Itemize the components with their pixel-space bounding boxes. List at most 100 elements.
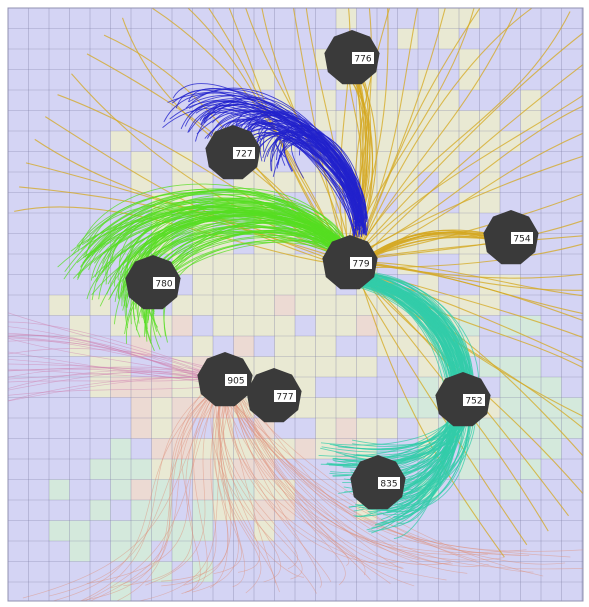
flow-line bbox=[223, 380, 350, 566]
tinted-cell bbox=[172, 397, 193, 418]
tinted-cell bbox=[254, 233, 275, 254]
tinted-cell bbox=[110, 438, 131, 459]
flow-line bbox=[262, 129, 362, 220]
tinted-cell bbox=[295, 356, 316, 377]
flow-line bbox=[228, 371, 332, 583]
tinted-cell bbox=[254, 315, 275, 336]
flow-line bbox=[345, 32, 583, 265]
flow-line bbox=[115, 381, 229, 601]
tinted-cell bbox=[397, 28, 418, 49]
tinted-cell bbox=[131, 336, 152, 357]
node-label: 727 bbox=[235, 150, 252, 160]
tinted-cell bbox=[172, 520, 193, 541]
tinted-cell bbox=[110, 541, 131, 562]
flow-line bbox=[110, 373, 219, 589]
tinted-cell bbox=[192, 274, 213, 295]
flow-line bbox=[215, 371, 527, 553]
tinted-cell bbox=[131, 479, 152, 500]
tinted-cell bbox=[274, 274, 295, 295]
node-label: 752 bbox=[465, 397, 482, 407]
tinted-cell bbox=[254, 254, 275, 275]
tinted-cell bbox=[233, 295, 254, 316]
tinted-cell bbox=[172, 541, 193, 562]
node-777[interactable]: 777 bbox=[246, 368, 302, 423]
tinted-cell bbox=[561, 397, 582, 418]
flow-line bbox=[224, 384, 505, 561]
tinted-cell bbox=[459, 233, 480, 254]
tinted-cell bbox=[377, 418, 398, 439]
tinted-cell bbox=[336, 418, 357, 439]
node-754[interactable]: 754 bbox=[483, 210, 539, 265]
node-780[interactable]: 780 bbox=[125, 255, 181, 310]
tinted-cell bbox=[315, 418, 336, 439]
tinted-cell bbox=[315, 315, 336, 336]
tinted-cell bbox=[418, 131, 439, 152]
tinted-cell bbox=[438, 151, 459, 172]
tinted-cell bbox=[213, 274, 234, 295]
node-label: 779 bbox=[352, 260, 369, 270]
flow-line bbox=[352, 94, 583, 261]
flow-line bbox=[215, 385, 276, 584]
tinted-cell bbox=[295, 397, 316, 418]
flow-line bbox=[233, 374, 489, 567]
flow-line bbox=[353, 8, 534, 264]
tinted-cell bbox=[479, 110, 500, 131]
node-905[interactable]: 905 bbox=[197, 352, 253, 407]
tinted-cell bbox=[192, 459, 213, 480]
tinted-cell bbox=[254, 69, 275, 90]
tinted-cell bbox=[192, 479, 213, 500]
flow-line bbox=[210, 380, 317, 594]
flow-line bbox=[292, 8, 349, 264]
tinted-cell bbox=[192, 336, 213, 357]
tinted-cell bbox=[172, 295, 193, 316]
flow-line bbox=[215, 379, 566, 565]
node-label-box bbox=[511, 232, 533, 244]
flow-line bbox=[278, 134, 365, 231]
tinted-cell bbox=[500, 315, 521, 336]
flow-line bbox=[25, 162, 347, 266]
flow-line bbox=[86, 384, 218, 585]
tinted-cell bbox=[479, 192, 500, 213]
tinted-cell bbox=[397, 172, 418, 193]
tinted-cell bbox=[274, 172, 295, 193]
tinted-cell bbox=[151, 479, 172, 500]
tinted-cell bbox=[274, 336, 295, 357]
tinted-cell bbox=[69, 541, 90, 562]
flow-line bbox=[223, 384, 366, 576]
flow-line bbox=[348, 8, 418, 260]
tinted-cell bbox=[459, 213, 480, 234]
tinted-cell bbox=[274, 254, 295, 275]
flow-line bbox=[89, 382, 220, 601]
tinted-cell bbox=[172, 315, 193, 336]
tinted-cell bbox=[151, 459, 172, 480]
flow-line bbox=[22, 377, 233, 599]
tinted-cell bbox=[295, 438, 316, 459]
node-776[interactable]: 776 bbox=[324, 30, 380, 85]
flow-line bbox=[123, 386, 220, 587]
flow-line bbox=[275, 139, 366, 229]
tinted-cell bbox=[90, 377, 111, 398]
tinted-cell bbox=[356, 295, 377, 316]
tinted-cell bbox=[479, 438, 500, 459]
node-label-box bbox=[153, 277, 175, 289]
node-779[interactable]: 779 bbox=[322, 235, 378, 290]
flow-line bbox=[151, 231, 339, 350]
flow-line bbox=[162, 107, 358, 238]
node-835[interactable]: 835 bbox=[350, 455, 406, 510]
node-label-box bbox=[233, 147, 255, 159]
tinted-cell bbox=[336, 356, 357, 377]
flow-line bbox=[222, 378, 400, 564]
node-727[interactable]: 727 bbox=[205, 125, 261, 180]
tinted-cell bbox=[192, 500, 213, 521]
flow-line bbox=[221, 370, 451, 565]
tinted-cell bbox=[520, 397, 541, 418]
tinted-cell bbox=[500, 479, 521, 500]
tinted-cell bbox=[418, 90, 439, 111]
tinted-cell bbox=[151, 500, 172, 521]
tinted-cell bbox=[418, 356, 439, 377]
tinted-cell bbox=[151, 377, 172, 398]
flow-line bbox=[352, 11, 571, 261]
tinted-cell bbox=[418, 110, 439, 131]
tinted-cell bbox=[131, 172, 152, 193]
node-752[interactable]: 752 bbox=[435, 372, 491, 427]
